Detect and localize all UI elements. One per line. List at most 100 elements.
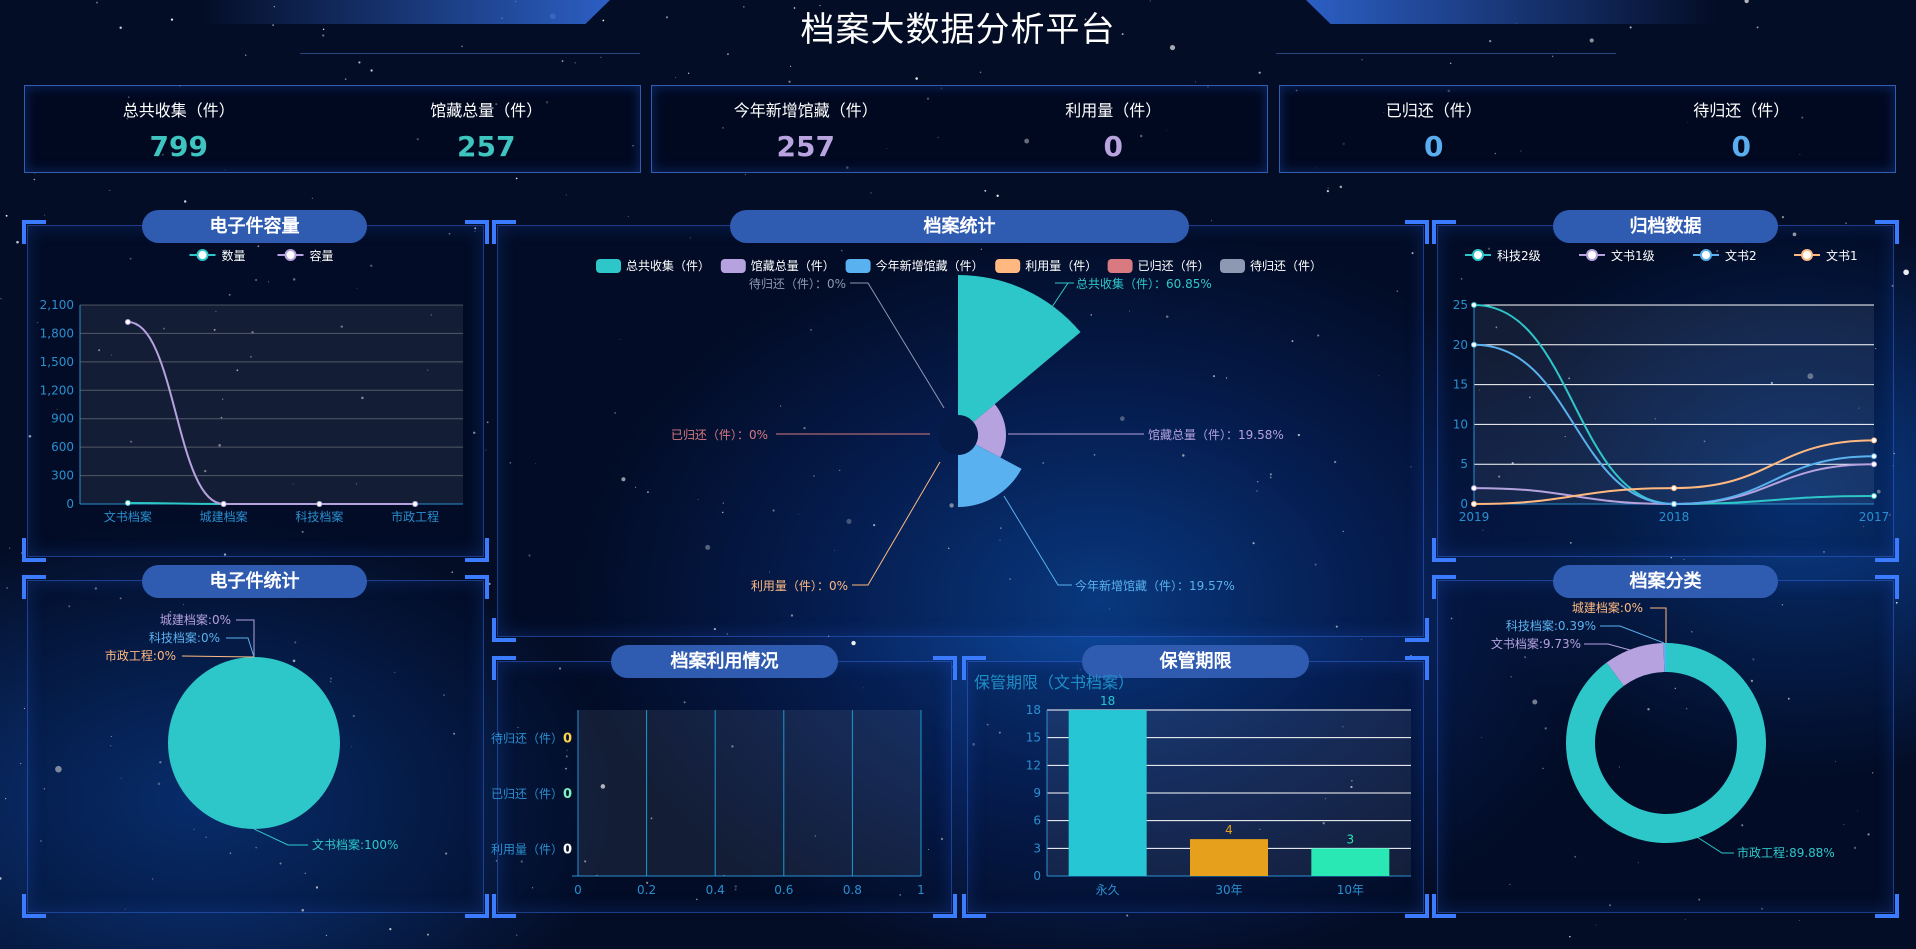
star [1291, 340, 1294, 343]
slice-label: 今年新增馆藏（件）：19.57% [1075, 578, 1235, 593]
legend-label: 数量 [222, 248, 246, 263]
slice-name: 今年新增馆藏（件） [1075, 578, 1177, 593]
star [329, 680, 332, 683]
star [1149, 0, 1151, 2]
star [1647, 708, 1650, 711]
star [1654, 417, 1657, 420]
star [1618, 766, 1620, 768]
legend-label: 总共收集（件） [626, 258, 710, 273]
star [443, 694, 445, 696]
star [999, 539, 1001, 541]
separator: : [1539, 637, 1543, 651]
star [687, 72, 690, 74]
star [949, 503, 954, 508]
star [311, 197, 313, 199]
x-tick-label: 0.4 [706, 883, 725, 897]
slice [1565, 643, 1766, 843]
corner-bracket [1432, 894, 1456, 918]
star [602, 19, 605, 22]
slice [958, 275, 1081, 423]
slice-label: 市政工程:89.88% [1737, 845, 1835, 860]
star [790, 614, 794, 617]
corner-bracket [1875, 894, 1899, 918]
star [722, 502, 724, 504]
star [1716, 249, 1719, 253]
star [1333, 460, 1337, 464]
star [1756, 26, 1759, 29]
slice-label: 城建档案:0% [160, 612, 231, 627]
star [1327, 187, 1329, 189]
star [1853, 846, 1857, 849]
separator: ： [1226, 428, 1238, 442]
legend-label: 文书2 [1725, 248, 1757, 263]
panel-title-capacity: 电子件容量 [142, 210, 367, 243]
star [1703, 440, 1706, 443]
star [1449, 62, 1452, 65]
star [474, 230, 476, 233]
star [205, 836, 207, 838]
star [528, 554, 531, 557]
stat-value: 0 [1731, 130, 1751, 163]
data-point [124, 319, 131, 326]
data-point [124, 500, 131, 507]
slice-name: 科技档案 [1506, 618, 1554, 633]
star [535, 462, 537, 464]
star [862, 687, 864, 689]
slice [958, 444, 1022, 507]
star [984, 189, 987, 192]
star [430, 314, 433, 316]
category-name: 待归还（件） [491, 732, 563, 746]
star [1165, 315, 1169, 318]
star [1481, 737, 1483, 739]
star [558, 667, 562, 670]
separator: : [1554, 619, 1558, 633]
star [1109, 608, 1111, 610]
y-tick-label: 20 [1453, 338, 1468, 352]
corner-bracket [933, 894, 957, 918]
separator: ： [817, 579, 829, 593]
slice-label: 城建档案:0% [1572, 600, 1643, 615]
chart-archive: 科技2级 文书1级 文书2 文书1 0 5 10 15 20 25 2019 2018 2017 [1453, 248, 1890, 524]
series-line-容量 [127, 321, 416, 506]
y-tick-label: 1,500 [40, 355, 74, 369]
star [1324, 798, 1326, 800]
corner-bracket [962, 894, 986, 918]
star [163, 327, 165, 330]
corner-bracket [22, 538, 46, 562]
star [1479, 389, 1480, 391]
star [473, 431, 476, 434]
star [574, 62, 576, 64]
star [301, 908, 305, 912]
star [1410, 466, 1412, 468]
data-point [1471, 485, 1477, 492]
star [647, 491, 649, 494]
star [1252, 542, 1255, 545]
x-tick-label: 2017 [1859, 510, 1890, 524]
star [1079, 669, 1081, 671]
y-tick-label: 0 [66, 497, 74, 511]
star [255, 279, 257, 281]
corner-bracket [1405, 220, 1429, 244]
star [215, 310, 217, 313]
star [873, 524, 876, 527]
star [294, 641, 297, 644]
star [44, 214, 46, 216]
star [675, 77, 677, 79]
star [1891, 284, 1894, 287]
x-tick-label: 文书档案 [104, 509, 152, 524]
legend-label: 今年新增馆藏（件） [876, 258, 984, 273]
star [329, 677, 333, 680]
slice-percent: 0% [829, 579, 848, 593]
star [1698, 898, 1701, 901]
star [1090, 314, 1092, 316]
stat-value: 799 [149, 130, 208, 163]
star [351, 746, 353, 748]
chart-estats: 文书档案:100%城建档案:0%科技档案:0%市政工程:0% [105, 612, 398, 852]
star [819, 4, 821, 7]
star [251, 331, 254, 334]
star [1569, 935, 1571, 938]
y-tick-label: 利用量（件）0 [491, 842, 572, 857]
star [43, 788, 46, 790]
star [840, 249, 843, 252]
